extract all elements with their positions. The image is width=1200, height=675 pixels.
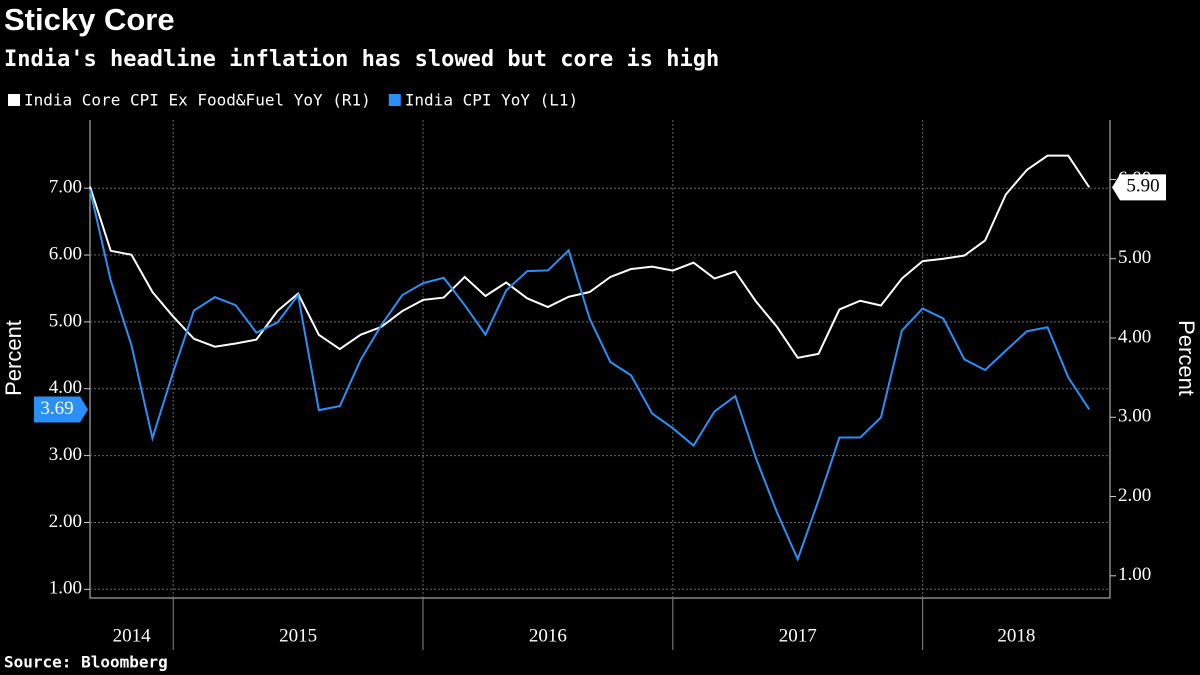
x-tick-label: 2017 bbox=[779, 625, 817, 646]
source: Source: Bloomberg bbox=[4, 653, 168, 672]
y2-tick-label: 2.00 bbox=[1118, 485, 1151, 506]
y2-tick-label: 3.00 bbox=[1118, 406, 1151, 427]
y-tick-label: 4.00 bbox=[49, 377, 82, 398]
value-tag bbox=[1112, 174, 1166, 201]
y-tick-label: 3.00 bbox=[49, 444, 82, 465]
x-tick-label: 2018 bbox=[997, 625, 1035, 646]
series-line bbox=[89, 154, 1091, 359]
y-tick-label: 6.00 bbox=[49, 243, 82, 264]
y2-tick-label: 4.00 bbox=[1118, 326, 1151, 347]
legend-label: India Core CPI Ex Food&Fuel YoY (R1) bbox=[24, 91, 371, 110]
series-line bbox=[89, 189, 1091, 562]
chart-title: Sticky Core bbox=[4, 2, 175, 37]
legend-swatch bbox=[388, 94, 401, 106]
x-tick-label: 2016 bbox=[529, 625, 567, 646]
y-tick-label: 5.00 bbox=[49, 310, 82, 331]
x-tick-label: 2015 bbox=[279, 625, 317, 646]
legend-swatch bbox=[8, 94, 20, 106]
y2-axis-title: Percent bbox=[1174, 320, 1199, 396]
value-tag bbox=[34, 396, 88, 423]
value-tag-label: 3.69 bbox=[40, 398, 73, 419]
legend-label: India CPI YoY (L1) bbox=[405, 91, 578, 110]
x-tick-label: 2014 bbox=[113, 625, 152, 646]
y2-tick-label: 1.00 bbox=[1118, 564, 1151, 585]
y2-tick-label: 5.00 bbox=[1118, 247, 1151, 268]
chart-subtitle: India's headline inflation has slowed bu… bbox=[4, 47, 719, 72]
y-tick-label: 1.00 bbox=[49, 578, 82, 599]
y-axis-title: Percent bbox=[1, 320, 26, 396]
y-tick-label: 7.00 bbox=[49, 177, 82, 198]
y-tick-label: 2.00 bbox=[49, 511, 82, 532]
value-tag-label: 5.90 bbox=[1126, 176, 1159, 197]
